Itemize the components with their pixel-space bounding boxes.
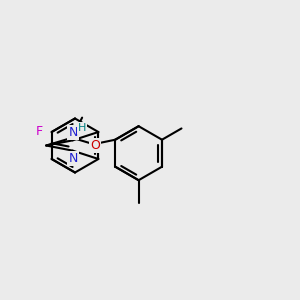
Text: N: N xyxy=(68,126,78,139)
Text: H: H xyxy=(77,123,86,133)
Text: N: N xyxy=(68,152,78,165)
Text: F: F xyxy=(36,125,43,139)
Text: O: O xyxy=(90,139,100,152)
